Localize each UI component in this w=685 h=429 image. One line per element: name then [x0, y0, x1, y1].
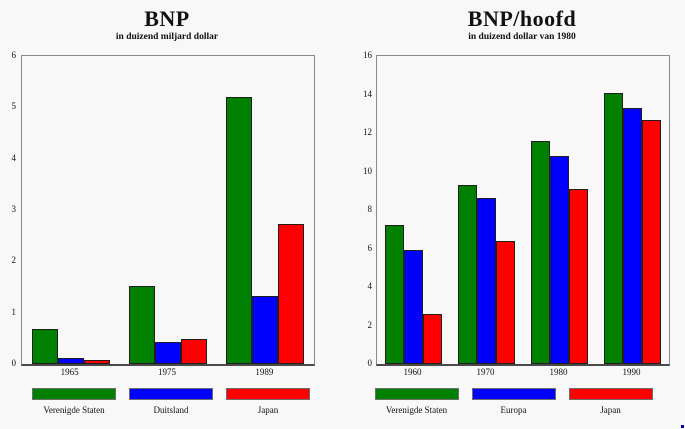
y-axis-ticks: 0 2 4 6 8 10 12 14 16	[355, 50, 373, 368]
legend: Verenigde Staten Europa Japan	[342, 388, 685, 415]
y-tick-label: 16	[363, 50, 372, 60]
y-tick-label: 0	[367, 358, 373, 368]
y-tick-label: 8	[367, 204, 373, 214]
legend-label: Japan	[600, 405, 621, 415]
bar-duitsland-1965	[57, 358, 84, 364]
y-tick-label: 4	[11, 152, 17, 163]
x-tick-label: 1990	[622, 367, 641, 377]
y-tick-label: 12	[363, 127, 372, 137]
bar-europa-1980	[550, 156, 569, 364]
bar-group-1975	[119, 56, 216, 364]
bar-group-1970	[450, 56, 523, 364]
x-tick-label: 1970	[476, 367, 495, 377]
legend-label: Verenigde Staten	[385, 405, 448, 415]
legend-item-verenigde-staten: Verenigde Staten	[374, 388, 459, 415]
chart-subtitle: in duizend dollar van 1980	[468, 32, 576, 42]
bar-japan-1989	[278, 224, 305, 364]
y-tick-label: 2	[367, 319, 373, 330]
legend-swatch	[568, 388, 653, 400]
bar-japan-1965	[83, 360, 110, 364]
bar-verenigde-staten-1960	[385, 225, 404, 364]
bar-europa-1970	[477, 198, 496, 364]
bars-container	[22, 56, 314, 364]
legend-label: Japan	[257, 405, 279, 415]
legend-item-duitsland: Duitsland	[129, 388, 213, 415]
y-tick-label: 6	[11, 50, 17, 60]
bar-japan-1980	[569, 189, 588, 364]
bar-verenigde-staten-1990	[604, 93, 623, 364]
legend-swatch	[226, 388, 310, 400]
y-tick-label: 3	[11, 204, 17, 214]
legend: Verenigde Staten Duitsland Japan	[0, 388, 342, 415]
bar-verenigde-staten-1989	[226, 97, 253, 364]
corner-dot	[681, 425, 684, 428]
legend-label: Duitsland	[153, 405, 189, 415]
x-tick-label: 1989	[255, 367, 274, 377]
plot-area	[376, 55, 670, 366]
bar-japan-1990	[642, 120, 661, 364]
chart-panel-bnp: BNP in duizend miljard dollar 0 1 2 3 4 5 6 19…	[0, 0, 342, 429]
plot-area	[21, 55, 315, 366]
bar-japan-1970	[496, 241, 515, 364]
x-axis-labels: 1965 1975 1989	[21, 367, 313, 379]
x-tick-label: 1980	[549, 367, 568, 377]
bar-group-1980	[523, 56, 596, 364]
bar-japan-1960	[423, 314, 442, 364]
bar-europa-1990	[623, 108, 642, 364]
bar-group-1965	[22, 56, 119, 364]
y-tick-label: 14	[363, 88, 372, 99]
y-axis-ticks: 0 1 2 3 4 5 6	[0, 50, 17, 368]
x-tick-label: 1965	[60, 367, 79, 377]
legend-item-verenigde-staten: Verenigde Staten	[32, 388, 116, 415]
bar-verenigde-staten-1980	[531, 141, 550, 364]
y-tick-label: 1	[11, 306, 17, 317]
legend-swatch	[471, 388, 556, 400]
x-tick-label: 1975	[157, 367, 176, 377]
chart-title: BNP/hoofd	[467, 6, 577, 31]
y-tick-label: 2	[11, 255, 17, 266]
chart-subtitle: in duizend miljard dollar	[115, 32, 219, 42]
bar-verenigde-staten-1965	[31, 329, 58, 364]
chart-panel-bnp-hoofd: BNP/hoofd in duizend dollar van 1980 0 2 4…	[342, 0, 685, 429]
bar-group-1960	[377, 56, 450, 364]
chart-title: BNP	[144, 6, 190, 31]
bar-verenigde-staten-1970	[458, 185, 477, 364]
y-tick-label: 4	[367, 281, 373, 291]
legend-label: Verenigde Staten	[43, 405, 105, 415]
legend-swatch	[374, 388, 459, 400]
legend-swatch	[129, 388, 213, 400]
legend-item-japan: Japan	[568, 388, 653, 415]
legend-item-europa: Europa	[471, 388, 556, 415]
y-tick-label: 10	[363, 165, 372, 176]
legend-label: Europa	[500, 405, 527, 415]
bar-duitsland-1989	[252, 296, 279, 364]
legend-item-japan: Japan	[226, 388, 310, 415]
bar-verenigde-staten-1975	[128, 286, 155, 364]
bars-container	[377, 56, 669, 364]
x-axis-labels: 1960 1970 1980 1990	[376, 367, 668, 379]
bar-group-1989	[217, 56, 314, 364]
bar-japan-1975	[180, 339, 207, 364]
bar-duitsland-1975	[154, 342, 181, 364]
bar-group-1990	[596, 56, 669, 364]
legend-swatch	[32, 388, 116, 400]
bar-europa-1960	[404, 250, 423, 364]
y-tick-label: 6	[367, 242, 373, 253]
y-tick-label: 5	[11, 101, 17, 112]
y-tick-label: 0	[11, 358, 17, 368]
x-tick-label: 1960	[403, 367, 422, 377]
